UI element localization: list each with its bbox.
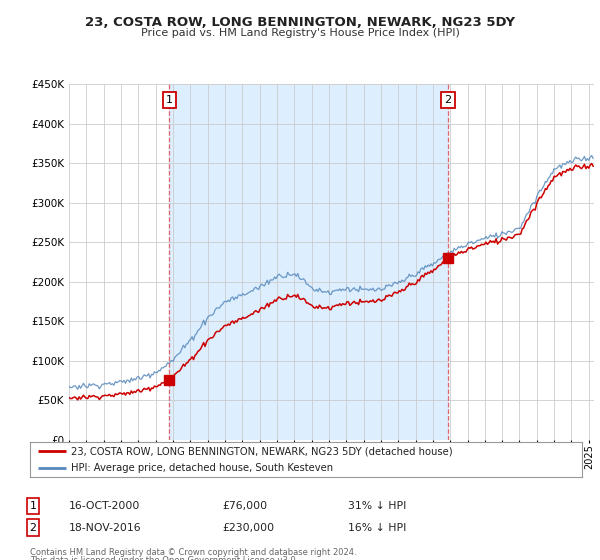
Text: HPI: Average price, detached house, South Kesteven: HPI: Average price, detached house, Sout… [71, 463, 334, 473]
Text: £230,000: £230,000 [222, 522, 274, 533]
Text: 16% ↓ HPI: 16% ↓ HPI [348, 522, 406, 533]
Text: 2: 2 [29, 522, 37, 533]
Text: 1: 1 [166, 95, 173, 105]
Text: 31% ↓ HPI: 31% ↓ HPI [348, 501, 406, 511]
Text: £76,000: £76,000 [222, 501, 267, 511]
Text: 16-OCT-2000: 16-OCT-2000 [69, 501, 140, 511]
Text: Contains HM Land Registry data © Crown copyright and database right 2024.: Contains HM Land Registry data © Crown c… [30, 548, 356, 557]
Text: This data is licensed under the Open Government Licence v3.0.: This data is licensed under the Open Gov… [30, 556, 298, 560]
Bar [169, 84, 448, 440]
Text: 1: 1 [29, 501, 37, 511]
Text: 23, COSTA ROW, LONG BENNINGTON, NEWARK, NG23 5DY: 23, COSTA ROW, LONG BENNINGTON, NEWARK, … [85, 16, 515, 29]
Text: 18-NOV-2016: 18-NOV-2016 [69, 522, 142, 533]
Text: 2: 2 [445, 95, 452, 105]
Text: 23, COSTA ROW, LONG BENNINGTON, NEWARK, NG23 5DY (detached house): 23, COSTA ROW, LONG BENNINGTON, NEWARK, … [71, 446, 453, 456]
Text: Price paid vs. HM Land Registry's House Price Index (HPI): Price paid vs. HM Land Registry's House … [140, 28, 460, 38]
